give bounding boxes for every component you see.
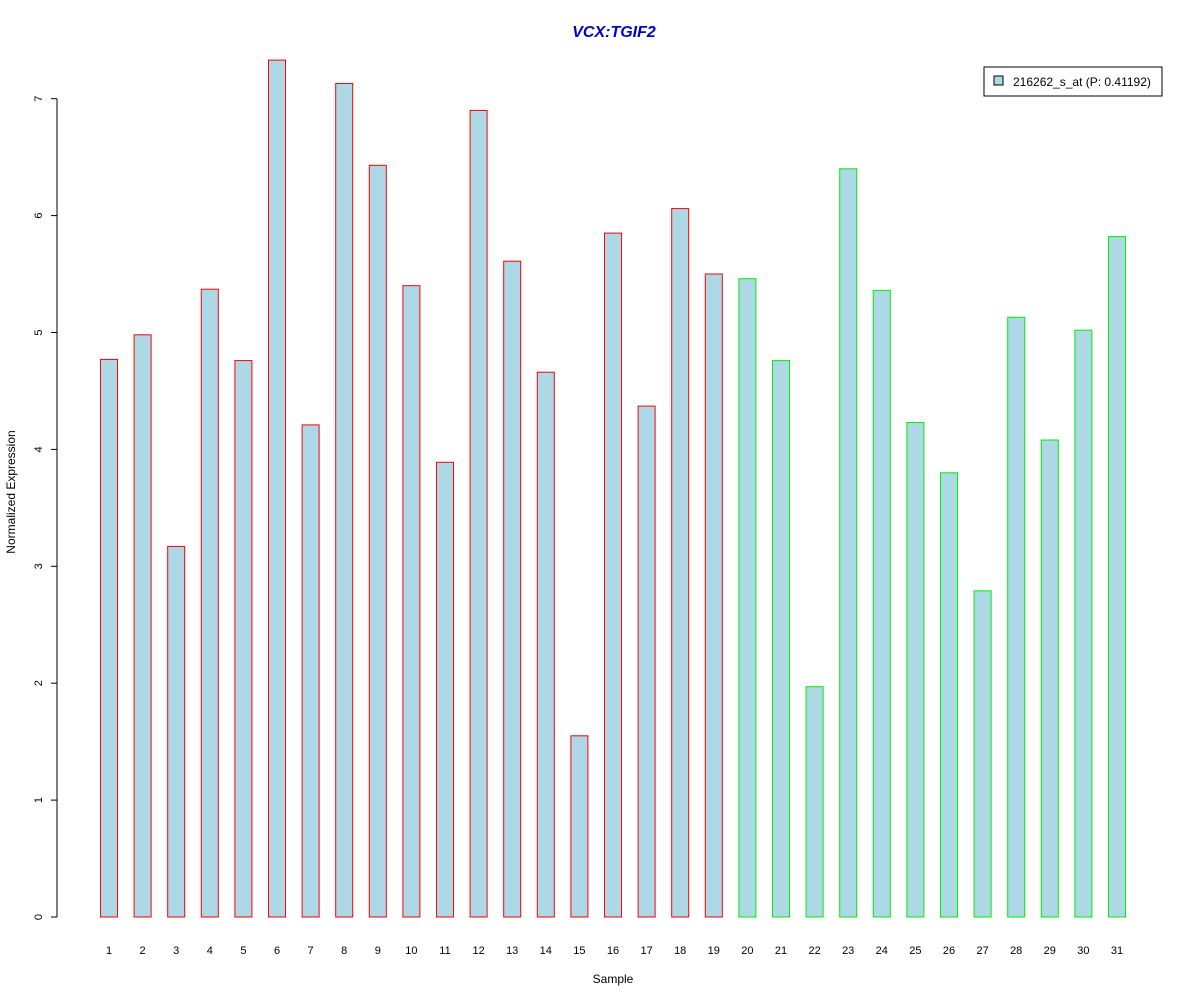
y-tick-label: 4 xyxy=(33,446,45,452)
bar-sample-5 xyxy=(234,360,253,918)
bar-sample-15 xyxy=(570,735,589,918)
y-tick-label: 6 xyxy=(33,213,45,219)
bar-sample-26 xyxy=(940,472,958,918)
x-tick-label: 15 xyxy=(573,945,585,957)
x-tick-label: 30 xyxy=(1077,945,1089,957)
x-tick-label: 1 xyxy=(106,945,112,957)
x-tick-label: 8 xyxy=(341,945,347,957)
bar-sample-1 xyxy=(100,358,118,918)
x-tick-label: 29 xyxy=(1044,945,1056,957)
y-tick-label: 5 xyxy=(33,329,45,335)
bar-sample-29 xyxy=(1040,439,1059,918)
bar-sample-22 xyxy=(805,686,824,918)
bar-sample-17 xyxy=(637,405,656,918)
x-tick-label: 18 xyxy=(674,945,686,957)
x-tick-label: 17 xyxy=(640,945,652,957)
bar-sample-24 xyxy=(872,289,891,918)
x-tick-label: 24 xyxy=(876,945,888,957)
bar-sample-13 xyxy=(503,260,522,918)
x-tick-label: 25 xyxy=(909,945,921,957)
legend: 216262_s_at (P: 0.41192) xyxy=(983,66,1163,97)
bar-sample-25 xyxy=(906,422,925,918)
bar-sample-12 xyxy=(469,109,488,918)
y-tick-label: 3 xyxy=(33,563,45,569)
chart-title: VCX:TGIF2 xyxy=(572,24,656,41)
x-tick-label: 7 xyxy=(308,945,314,957)
legend-label: 216262_s_at (P: 0.41192) xyxy=(1013,75,1151,89)
x-tick-label: 6 xyxy=(274,945,280,957)
x-tick-label: 12 xyxy=(472,945,484,957)
y-tick-label: 7 xyxy=(33,96,45,102)
legend-box xyxy=(983,66,1163,97)
bar-sample-19 xyxy=(704,273,723,918)
bar-sample-6 xyxy=(268,59,286,918)
x-tick-labels: 1 2 3 4 5 6 7 8 9 10 11 12 13 14 15 16 17 18 19 20 21 22 23 24 2… xyxy=(106,945,1123,957)
bar-sample-10 xyxy=(402,285,421,918)
x-tick-label: 14 xyxy=(540,945,552,957)
x-axis-label: Sample xyxy=(593,972,634,986)
bars-group xyxy=(100,59,1126,918)
x-tick-label: 10 xyxy=(405,945,417,957)
x-tick-label: 19 xyxy=(708,945,720,957)
x-tick-label: 21 xyxy=(775,945,787,957)
x-tick-label: 20 xyxy=(741,945,753,957)
x-tick-label: 13 xyxy=(506,945,518,957)
x-tick-label: 11 xyxy=(439,945,450,957)
x-tick-label: 23 xyxy=(842,945,854,957)
x-tick-label: 2 xyxy=(140,945,146,957)
x-tick-label: 3 xyxy=(173,945,179,957)
bar-sample-8 xyxy=(335,83,354,918)
bar-sample-14 xyxy=(536,371,555,918)
bar-sample-7 xyxy=(301,424,320,918)
x-tick-label: 27 xyxy=(976,945,988,957)
y-tick-label: 0 xyxy=(33,914,45,920)
bar-sample-28 xyxy=(1007,316,1026,918)
x-tick-label: 31 xyxy=(1111,945,1123,957)
bar-sample-16 xyxy=(604,232,622,918)
y-axis-label: Normalized Expression xyxy=(4,430,18,553)
bar-sample-9 xyxy=(368,164,387,918)
x-tick-label: 22 xyxy=(808,945,820,957)
x-tick-label: 4 xyxy=(207,945,213,957)
y-tick-label: 2 xyxy=(33,680,45,686)
bar-sample-18 xyxy=(671,208,690,918)
y-axis: 0 1 2 3 4 5 6 7 xyxy=(33,96,58,920)
y-tick-label: 1 xyxy=(33,797,45,803)
legend-swatch xyxy=(993,75,1004,86)
bar-sample-21 xyxy=(772,360,790,918)
bar-sample-2 xyxy=(133,334,152,918)
bar-sample-3 xyxy=(167,545,186,918)
bar-sample-23 xyxy=(839,168,858,918)
x-tick-label: 26 xyxy=(943,945,955,957)
x-tick-label: 28 xyxy=(1010,945,1022,957)
x-tick-label: 9 xyxy=(375,945,381,957)
bar-sample-31 xyxy=(1108,236,1126,918)
x-tick-label: 16 xyxy=(607,945,619,957)
bar-sample-11 xyxy=(436,461,454,918)
bar-sample-30 xyxy=(1074,329,1093,918)
bar-sample-27 xyxy=(973,590,992,918)
x-tick-label: 5 xyxy=(240,945,246,957)
bar-sample-4 xyxy=(200,288,219,918)
bar-sample-20 xyxy=(738,278,757,918)
